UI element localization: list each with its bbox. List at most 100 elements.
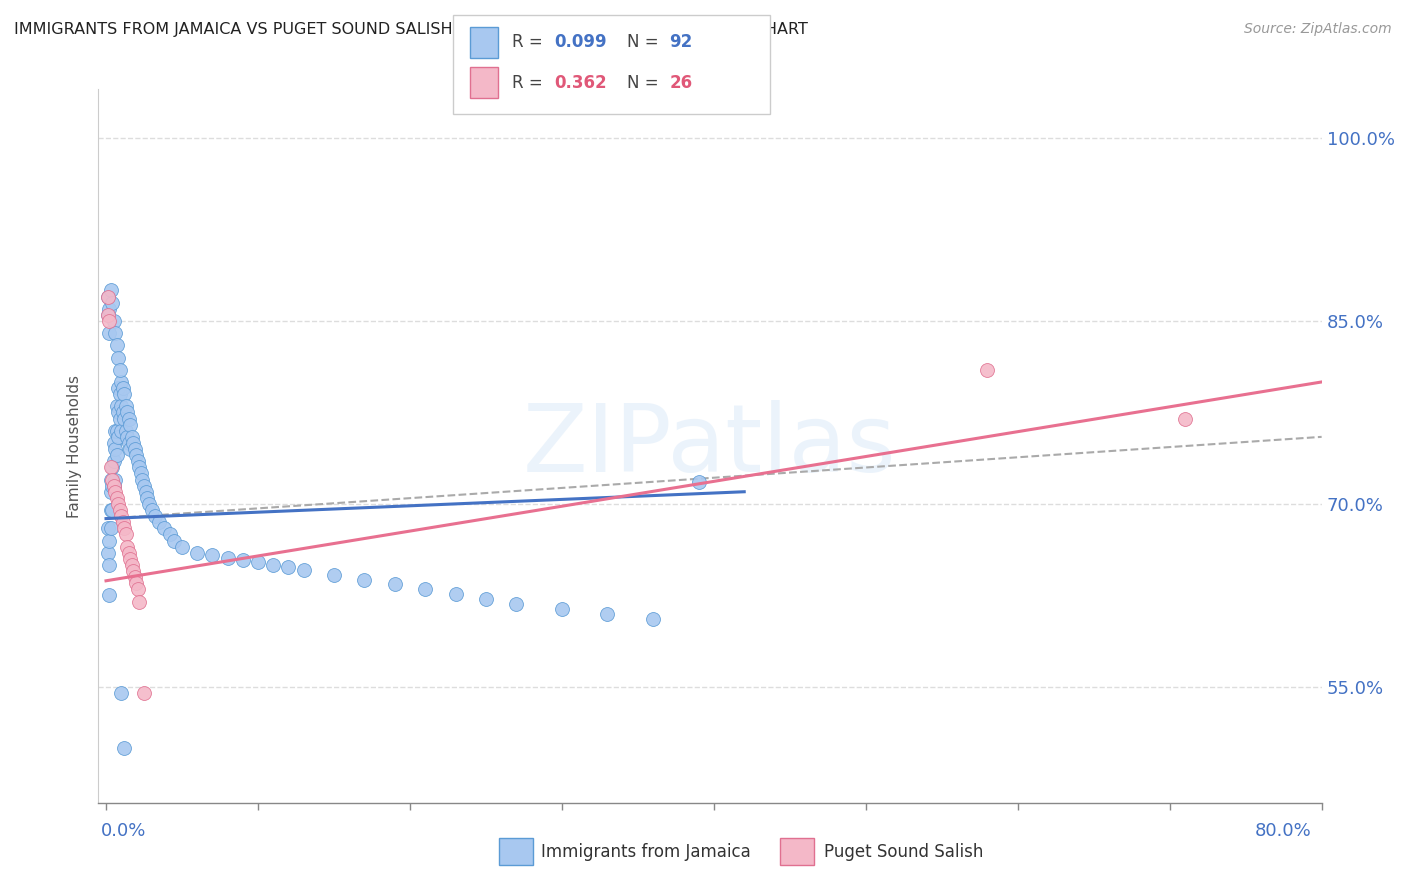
Point [186,546,208,560]
Point [100,284,122,298]
Text: 92: 92 [669,33,693,52]
Point [262,558,284,572]
Point [118,436,141,450]
Point [122,564,145,578]
Point [131,473,153,487]
Point [444,587,467,601]
Point [105,424,128,438]
Point [112,411,135,425]
Point [163,533,186,548]
Point [120,417,142,432]
Point [108,503,131,517]
Text: N =: N = [627,73,664,92]
Point [105,491,128,505]
Point [129,467,152,481]
Point [105,400,128,414]
Point [127,582,149,597]
Text: Immigrants from Jamaica: Immigrants from Jamaica [541,843,751,861]
Point [110,509,132,524]
Point [141,503,163,517]
Point [104,484,127,499]
Point [127,454,149,468]
Point [132,478,155,492]
Point [104,473,127,487]
Point [124,442,146,456]
Text: Source: ZipAtlas.com: Source: ZipAtlas.com [1244,22,1392,37]
Point [98,558,121,572]
Point [108,363,131,377]
Point [688,475,710,489]
Point [101,473,124,487]
Point [96,308,118,322]
Point [118,546,141,560]
Point [277,560,299,574]
Point [505,597,527,611]
Text: ZIPatlas: ZIPatlas [523,400,897,492]
Point [96,546,118,560]
Point [111,405,134,419]
Point [111,515,134,529]
Point [110,375,132,389]
Point [159,527,181,541]
Point [100,503,122,517]
Point [232,553,254,567]
Text: Puget Sound Salish: Puget Sound Salish [824,843,983,861]
Point [136,491,159,505]
Point [96,308,118,322]
Point [152,521,174,535]
Point [132,686,155,700]
Point [103,314,125,328]
Point [104,424,127,438]
Point [114,400,136,414]
Point [353,573,375,587]
Text: 0.099: 0.099 [554,33,606,52]
Point [121,430,143,444]
Point [125,448,148,462]
Point [103,436,125,450]
Point [114,527,136,541]
Point [101,460,124,475]
Point [125,576,148,591]
Point [101,503,124,517]
Point [201,548,224,562]
Point [108,411,131,425]
Point [100,484,122,499]
Text: 0.362: 0.362 [554,73,606,92]
Point [100,460,122,475]
Point [107,405,129,419]
Point [108,387,131,401]
Point [107,497,129,511]
Y-axis label: Family Households: Family Households [67,375,83,517]
Point [103,454,125,468]
Point [100,473,122,487]
Point [104,326,127,341]
Text: IMMIGRANTS FROM JAMAICA VS PUGET SOUND SALISH FAMILY HOUSEHOLDS CORRELATION CHAR: IMMIGRANTS FROM JAMAICA VS PUGET SOUND S… [14,22,808,37]
Point [117,540,139,554]
Point [551,602,574,616]
Point [128,594,150,608]
Point [114,424,136,438]
Text: 26: 26 [669,73,692,92]
Text: R =: R = [512,33,548,52]
Point [128,460,150,475]
Point [98,589,121,603]
Point [100,521,122,535]
Point [103,478,125,492]
Point [107,351,129,365]
Point [246,556,269,570]
Point [112,740,135,755]
Point [170,540,193,554]
Point [596,607,619,621]
Point [148,515,170,529]
Point [120,551,142,566]
Point [143,509,166,524]
Point [110,686,132,700]
Point [475,592,498,607]
Point [101,478,124,492]
Point [217,550,239,565]
Point [111,381,134,395]
Point [96,289,118,303]
Point [292,563,315,577]
Point [323,567,346,582]
Point [112,521,135,535]
